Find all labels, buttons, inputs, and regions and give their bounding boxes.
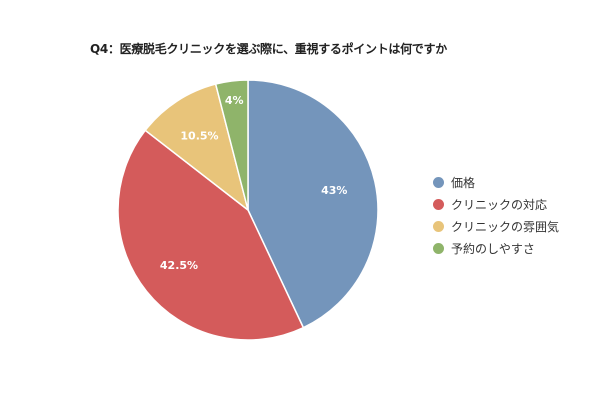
legend-item: 価格 [433, 171, 559, 193]
legend-label: クリニックの雰囲気 [451, 219, 560, 234]
pie-slice-3 [144, 83, 250, 212]
pie-slice-1 [247, 79, 379, 329]
pie-slices [117, 79, 379, 341]
pie-data-labels: 43% 42.5% 10.5% 4% [160, 94, 348, 272]
data-label-2: 42.5% [160, 259, 198, 272]
legend-swatch [433, 198, 444, 210]
data-label-1: 43% [321, 184, 347, 197]
legend-item: クリニックの対応 [433, 193, 559, 215]
pie-slice-4 [214, 79, 249, 211]
chart-title: Q4：医療脱毛クリニックを選ぶ際に、重視するポイントは何ですか [90, 42, 447, 56]
legend-swatch [433, 220, 444, 232]
data-label-3: 10.5% [180, 130, 218, 143]
legend-swatch [433, 242, 444, 254]
legend-item: クリニックの雰囲気 [433, 215, 559, 237]
data-label-4: 4% [225, 94, 244, 107]
legend-label: 予約のしやすさ [451, 241, 535, 256]
legend-label: クリニックの対応 [451, 197, 548, 212]
pie-slice-2 [117, 129, 305, 341]
legend-swatch [433, 176, 444, 188]
legend: 価格クリニックの対応 クリニックの雰囲気 予約のしやすさ [433, 171, 559, 259]
legend-label: 価格 [451, 175, 476, 190]
legend-item: 予約のしやすさ [433, 237, 559, 259]
